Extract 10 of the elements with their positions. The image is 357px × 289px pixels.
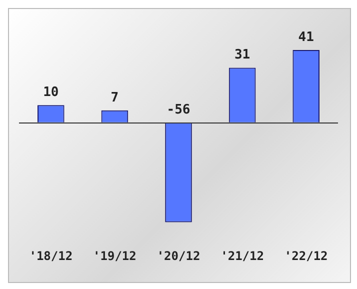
data-label: 7 [110, 90, 119, 106]
x-tick-label: '19/12 [93, 248, 136, 263]
data-label: 10 [43, 84, 59, 100]
data-label: 31 [234, 48, 250, 63]
x-tick-label: '22/12 [284, 248, 328, 263]
data-label: 41 [298, 30, 314, 45]
data-label: -56 [166, 102, 190, 118]
x-tick-label: '20/12 [156, 248, 200, 263]
x-tick-label: '18/12 [29, 248, 73, 263]
x-tick-label: '21/12 [220, 248, 264, 263]
